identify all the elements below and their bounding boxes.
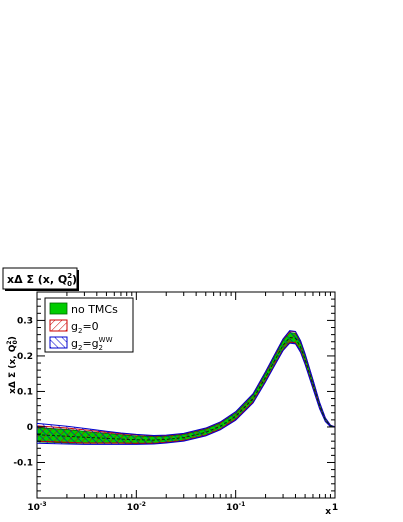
y-tick-label: -0.1 bbox=[13, 458, 33, 468]
y-axis-title-main: xΔ Σ (x, Q bbox=[8, 344, 18, 394]
axes: -0.100.10.20.310-3 10-2 10-1 1 bbox=[13, 291, 338, 513]
x-tick-label-base: 10 bbox=[226, 503, 239, 513]
legend-label-g2-zero-sub: 2 bbox=[78, 327, 82, 335]
y-tick-label: 0.2 bbox=[17, 352, 33, 362]
legend-label-g2-ww: g2=gWW 2 bbox=[71, 336, 113, 352]
legend-entry-g2-zero: g2=0 bbox=[49, 319, 99, 335]
legend-label-g2-zero-rest: =0 bbox=[82, 320, 98, 333]
legend: no TMCs g2=0 g2=gWW 2 bbox=[44, 297, 134, 353]
legend-label-g2-ww-base: g bbox=[71, 337, 78, 350]
title-text-close: ) bbox=[72, 273, 77, 286]
x-tick-label: 10-2 bbox=[127, 501, 146, 513]
title-box: xΔ Σ (x, Q2 0) bbox=[2, 267, 79, 291]
legend-label-g2-zero: g2=0 bbox=[71, 320, 99, 335]
title-text: xΔ Σ (x, Q2 0) bbox=[7, 272, 77, 288]
legend-swatch-g2-zero bbox=[49, 319, 68, 332]
legend-label-g2-ww-sub: 2 bbox=[78, 344, 82, 352]
x-tick-label-exp: -3 bbox=[40, 501, 47, 508]
x-tick-label: 10-3 bbox=[27, 501, 46, 513]
y-tick-label: 0 bbox=[27, 423, 33, 433]
x-tick-label-base: 10 bbox=[127, 503, 140, 513]
legend-swatch-no-tmcs bbox=[49, 302, 68, 315]
plot-frame bbox=[36, 291, 336, 499]
x-tick-label: 1 bbox=[332, 503, 338, 513]
title-text-sup: 2 bbox=[67, 272, 72, 280]
legend-label-g2-zero-base: g bbox=[71, 320, 78, 333]
y-axis-title-sub: 0 bbox=[12, 340, 19, 344]
y-axis-title-sup: 2 bbox=[6, 340, 13, 344]
title-box-frame bbox=[2, 267, 78, 290]
legend-label-g2-ww-sup: WW bbox=[99, 336, 113, 344]
x-tick-label-base: 1 bbox=[332, 503, 338, 513]
legend-swatch-g2-ww bbox=[49, 336, 68, 349]
x-tick-label-exp: -2 bbox=[139, 501, 146, 508]
legend-entry-no-tmcs: no TMCs bbox=[49, 302, 118, 316]
y-tick-label: 0.1 bbox=[17, 387, 33, 397]
x-tick-label: 10-1 bbox=[226, 501, 245, 513]
legend-entry-g2-ww: g2=gWW 2 bbox=[49, 336, 113, 352]
legend-label-g2-ww-sub2: 2 bbox=[99, 344, 103, 352]
x-axis-title: x bbox=[325, 507, 331, 517]
title-text-sub: 0 bbox=[67, 280, 72, 288]
y-axis-title: xΔ Σ (x, Q20) bbox=[6, 336, 19, 394]
y-axis-title-close: ) bbox=[8, 336, 18, 340]
title-text-main: xΔ Σ (x, Q bbox=[7, 273, 67, 286]
x-tick-label-base: 10 bbox=[27, 503, 40, 513]
legend-label-g2-ww-rest: =g bbox=[82, 337, 98, 350]
central-line bbox=[37, 336, 335, 441]
x-tick-label-exp: -1 bbox=[239, 501, 246, 508]
legend-label-no-tmcs: no TMCs bbox=[71, 303, 118, 316]
y-tick-label: 0.3 bbox=[17, 316, 33, 326]
